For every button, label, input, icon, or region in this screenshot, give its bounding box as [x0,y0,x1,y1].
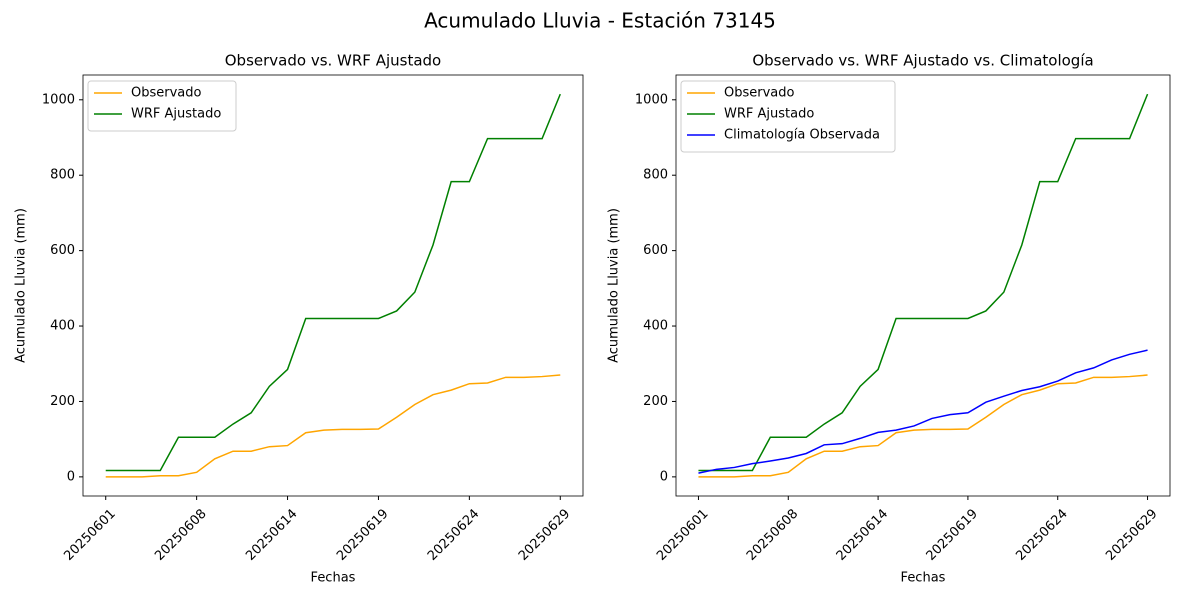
legend-label: WRF Ajustado [131,107,221,122]
y-tick-label: 800 [643,168,668,183]
legend-label: Climatología Observada [724,128,880,143]
x-tick-label: 20250601 [654,506,711,563]
axes-frame [675,74,1171,497]
legend-box [680,80,896,153]
series-line [105,93,561,472]
y-tick-label: 1000 [635,92,668,107]
axes-frame [82,74,584,497]
legend-label: WRF Ajustado [724,107,814,122]
y-tick-label: 800 [50,168,75,183]
y-axis-label: Acumulado Lluvia (mm) [607,208,622,363]
series-line [105,374,561,478]
legend-label: Observado [724,86,795,101]
x-tick-label: 20250629 [516,506,573,563]
x-tick-label: 20250614 [834,506,891,563]
y-tick-label: 200 [643,394,668,409]
chart-title: Observado vs. WRF Ajustado vs. Climatolo… [752,52,1093,70]
x-tick-label: 20250608 [152,506,209,563]
y-tick-label: 400 [643,319,668,334]
y-tick-label: 400 [50,319,75,334]
y-tick-label: 200 [50,394,75,409]
x-axis-label: Fechas [901,571,946,586]
series-line [698,374,1148,478]
x-tick-label: 20250608 [744,506,801,563]
y-axis-label: Acumulado Lluvia (mm) [14,208,29,363]
y-tick-label: 0 [67,469,75,484]
chart-title: Observado vs. WRF Ajustado [225,52,441,70]
y-tick-label: 1000 [42,92,75,107]
x-tick-label: 20250624 [1013,506,1070,563]
x-tick-label: 20250614 [243,506,300,563]
series-line [698,349,1148,474]
figure-title: Acumulado Lluvia - Estación 73145 [424,9,776,33]
legend-box [87,80,237,132]
x-tick-label: 20250619 [924,506,981,563]
y-tick-label: 600 [643,243,668,258]
y-tick-label: 0 [660,469,668,484]
x-tick-label: 20250629 [1103,506,1160,563]
y-tick-label: 600 [50,243,75,258]
x-tick-label: 20250624 [425,506,482,563]
x-axis-label: Fechas [311,571,356,586]
x-tick-label: 20250619 [334,506,391,563]
series-line [698,93,1149,472]
legend-label: Observado [131,86,202,101]
x-tick-label: 20250601 [61,506,118,563]
